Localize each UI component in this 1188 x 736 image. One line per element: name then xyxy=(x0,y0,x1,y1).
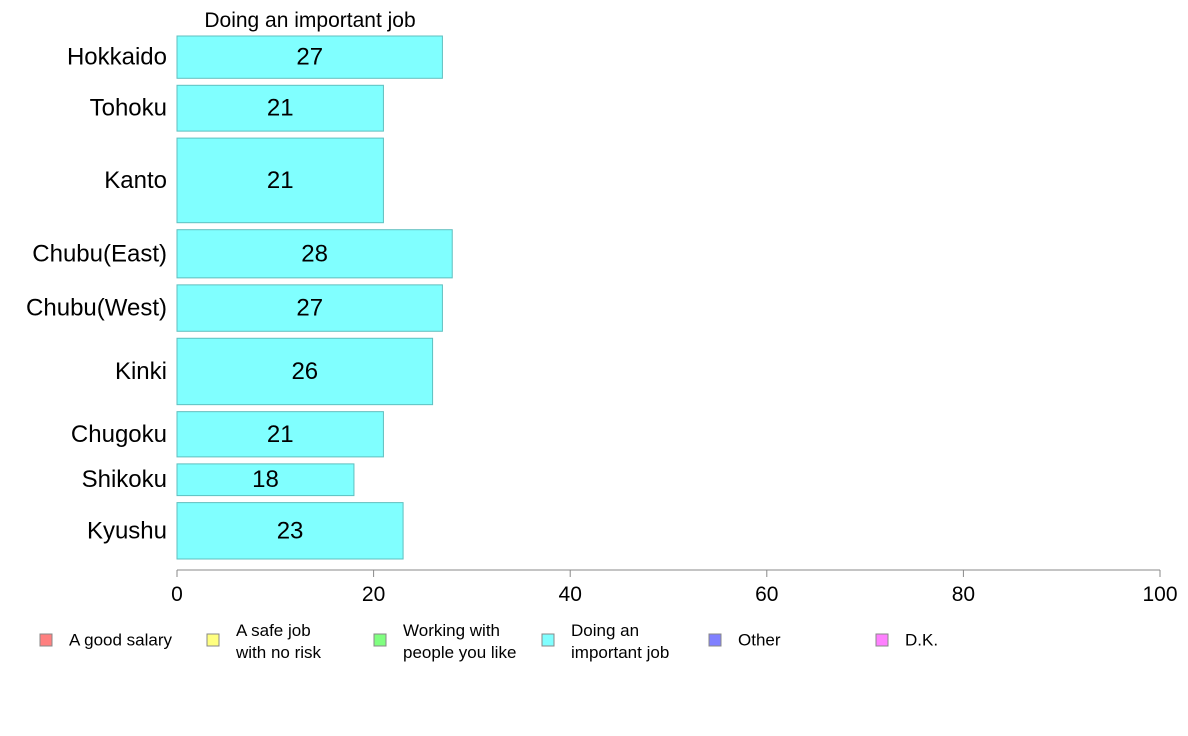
x-tick-label-80: 80 xyxy=(952,583,975,606)
bar-chubu-east xyxy=(176,229,453,279)
bar-kyushu xyxy=(176,502,404,560)
legend-swatch-d-k xyxy=(875,633,889,647)
bar-hokkaido xyxy=(176,35,443,79)
category-label-kanto: Kanto xyxy=(104,167,167,194)
legend: A good salary A safe job with no risk Worki… xyxy=(39,621,938,662)
bar-tohoku xyxy=(176,84,384,132)
category-labels-group: Hokkaido Tohoku Kanto Chubu(East) Chubu(West… xyxy=(26,44,167,545)
x-tick-label-0: 0 xyxy=(171,583,183,606)
legend-label-a-good-salary: A good salary xyxy=(69,631,173,650)
legend-label-a-safe-job-with-no-risk: A safe job with no risk xyxy=(235,621,322,662)
legend-swatch-a-good-salary xyxy=(39,633,53,647)
x-tick-label-60: 60 xyxy=(755,583,778,606)
value-label-kyushu: 23 xyxy=(277,517,304,544)
legend-swatch-doing-an-important-job xyxy=(541,633,555,647)
value-label-chubu-east: 28 xyxy=(301,240,328,267)
x-tick-label-100: 100 xyxy=(1142,583,1177,606)
category-label-chubu-west: Chubu(West) xyxy=(26,295,167,322)
bar-kanto xyxy=(176,137,384,224)
bars-group xyxy=(176,35,453,560)
value-label-tohoku: 21 xyxy=(267,95,294,122)
x-axis: 0 20 40 60 80 100 xyxy=(171,569,1178,606)
legend-label-d-k: D.K. xyxy=(905,631,938,650)
bar-shikoku xyxy=(176,463,355,497)
bar-kinki xyxy=(176,337,434,406)
legend-label-working-with-people-you-like: Working with people you like xyxy=(403,621,516,662)
chart-title: Doing an important job xyxy=(204,9,415,32)
bar-chubu-west xyxy=(176,284,443,332)
category-label-hokkaido: Hokkaido xyxy=(67,44,167,71)
category-label-shikoku: Shikoku xyxy=(82,466,167,493)
category-label-kinki: Kinki xyxy=(115,358,167,385)
legend-swatch-other xyxy=(708,633,722,647)
value-label-hokkaido: 27 xyxy=(296,44,323,71)
category-label-chubu-east: Chubu(East) xyxy=(32,240,167,267)
legend-swatch-a-safe-job-with-no-risk xyxy=(206,633,220,647)
value-label-chubu-west: 27 xyxy=(296,295,323,322)
x-tick-label-20: 20 xyxy=(362,583,385,606)
legend-label-doing-an-important-job: Doing an important job xyxy=(571,621,669,662)
legend-label-other: Other xyxy=(738,631,781,650)
x-tick-label-40: 40 xyxy=(559,583,582,606)
category-label-tohoku: Tohoku xyxy=(90,95,167,122)
value-label-shikoku: 18 xyxy=(252,466,279,493)
bar-chugoku xyxy=(176,411,384,458)
legend-swatch-working-with-people-you-like xyxy=(373,633,387,647)
value-label-kanto: 21 xyxy=(267,167,294,194)
category-label-kyushu: Kyushu xyxy=(87,517,167,544)
value-label-chugoku: 21 xyxy=(267,421,294,448)
category-label-chugoku: Chugoku xyxy=(71,421,167,448)
value-label-kinki: 26 xyxy=(291,358,318,385)
